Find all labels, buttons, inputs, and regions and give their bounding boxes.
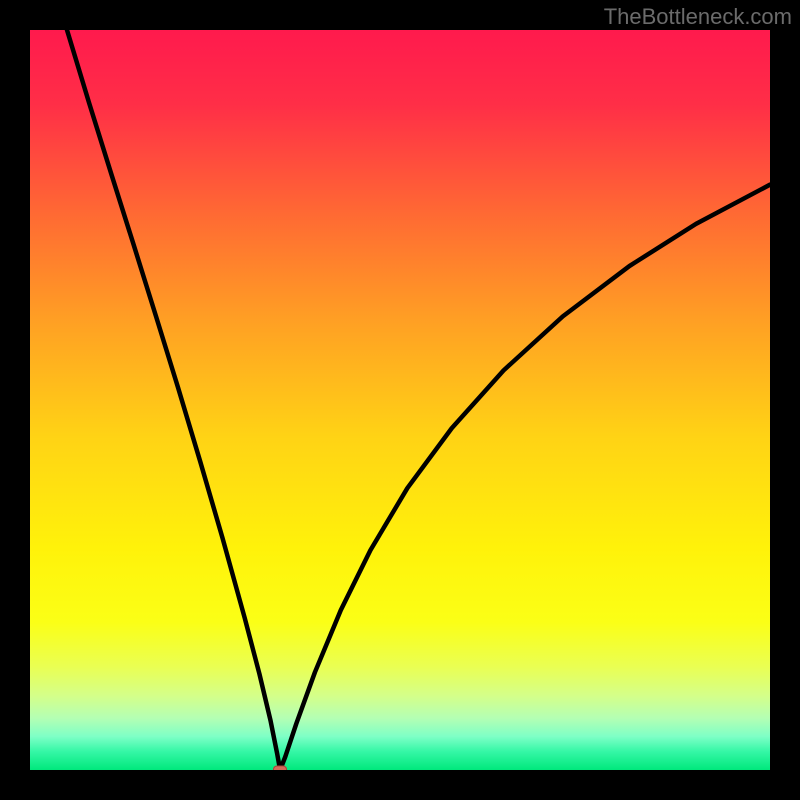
plot-area: [30, 30, 770, 770]
curve-path: [67, 30, 770, 770]
bottleneck-curve: [30, 30, 770, 770]
chart-container: { "meta": { "canvas_width": 800, "canvas…: [0, 0, 800, 800]
watermark-text: TheBottleneck.com: [604, 4, 792, 30]
minimum-marker: [273, 766, 287, 771]
